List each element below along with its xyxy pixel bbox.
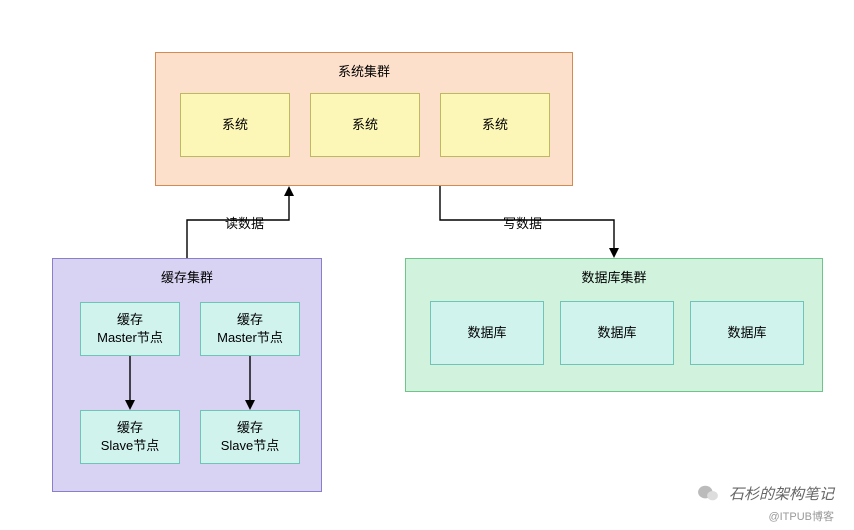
- node-label: 系统: [482, 116, 508, 134]
- read-edge-label: 读数据: [225, 213, 264, 232]
- db-node: 数据库: [690, 301, 804, 365]
- wechat-icon: [697, 484, 719, 506]
- write-edge-label: 写数据: [503, 213, 542, 232]
- cache-cluster-title: 缓存集群: [53, 259, 321, 294]
- node-label: 缓存 Slave节点: [101, 419, 160, 455]
- node-label: 数据库: [727, 324, 766, 342]
- cache-slave-node: 缓存 Slave节点: [80, 410, 180, 464]
- cache-slave-node: 缓存 Slave节点: [200, 410, 300, 464]
- watermark-sub: @ITPUB博客: [697, 508, 834, 524]
- system-node: 系统: [310, 93, 420, 157]
- cache-master-node: 缓存 Master节点: [200, 302, 300, 356]
- system-node: 系统: [440, 93, 550, 157]
- db-node: 数据库: [560, 301, 674, 365]
- node-label: 缓存 Master节点: [217, 311, 283, 347]
- watermark: 石杉的架构笔记 @ITPUB博客: [697, 483, 834, 524]
- node-label: 缓存 Master节点: [97, 311, 163, 347]
- cache-master-node: 缓存 Master节点: [80, 302, 180, 356]
- node-label: 系统: [352, 116, 378, 134]
- watermark-text: 石杉的架构笔记: [729, 486, 834, 503]
- node-label: 数据库: [467, 324, 506, 342]
- db-node: 数据库: [430, 301, 544, 365]
- db-cluster-title: 数据库集群: [406, 259, 822, 294]
- node-label: 数据库: [597, 324, 636, 342]
- system-node: 系统: [180, 93, 290, 157]
- node-label: 系统: [222, 116, 248, 134]
- node-label: 缓存 Slave节点: [221, 419, 280, 455]
- system-cluster-title: 系统集群: [156, 53, 572, 88]
